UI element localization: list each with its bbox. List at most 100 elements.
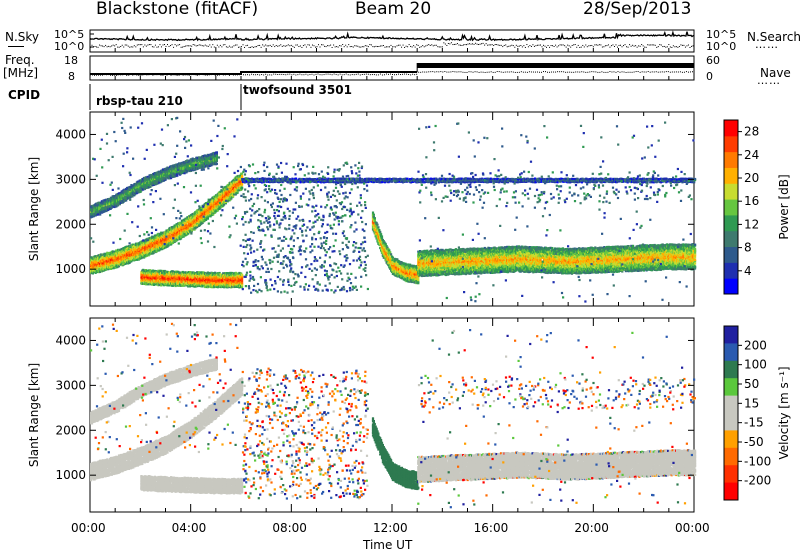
nave-point bbox=[609, 71, 611, 73]
nave-point bbox=[635, 71, 637, 73]
nsearch-point bbox=[532, 44, 534, 46]
nsearch-point bbox=[653, 44, 655, 46]
scatter-cell bbox=[107, 202, 110, 205]
nave-point bbox=[460, 71, 462, 73]
scatter-cell bbox=[202, 208, 205, 212]
nsearch-point bbox=[462, 44, 464, 46]
nsearch-point bbox=[129, 46, 131, 48]
nsearch-point bbox=[213, 46, 215, 48]
nsearch-point bbox=[659, 44, 661, 46]
nave-point bbox=[184, 74, 186, 76]
band-low-enh bbox=[140, 268, 244, 289]
nsearch-point bbox=[422, 45, 424, 47]
nsearch-point bbox=[308, 44, 310, 46]
nave-point bbox=[530, 71, 532, 73]
scatter-cell bbox=[161, 282, 165, 286]
freq-trace bbox=[90, 71, 418, 75]
nave-point bbox=[470, 71, 472, 73]
scatter-cell bbox=[232, 187, 235, 190]
nave-point bbox=[406, 73, 408, 75]
scatter-cell bbox=[147, 179, 150, 182]
nsearch-point bbox=[683, 44, 685, 46]
nave-point bbox=[106, 74, 108, 76]
nave-point bbox=[532, 71, 534, 73]
nave-point bbox=[625, 71, 627, 73]
scatter-cell bbox=[90, 268, 93, 271]
nsearch-point bbox=[304, 44, 306, 46]
nsearch-point bbox=[586, 46, 588, 48]
nsearch-point bbox=[260, 46, 262, 48]
nsearch-point bbox=[357, 45, 359, 47]
nsearch-legend-dots: …… bbox=[755, 38, 779, 51]
nave-point bbox=[325, 73, 327, 75]
nsearch-point bbox=[147, 44, 149, 46]
nave-point bbox=[168, 74, 170, 76]
nave-point bbox=[313, 74, 315, 76]
nave-point bbox=[400, 74, 402, 76]
scatter-cell bbox=[208, 203, 211, 206]
nsearch-point bbox=[432, 45, 434, 47]
nave-point bbox=[156, 74, 158, 76]
scatter-cell bbox=[241, 273, 244, 276]
scatter-cell bbox=[204, 209, 207, 212]
nsearch-point bbox=[381, 45, 383, 47]
scatter-cell bbox=[109, 255, 112, 259]
nsearch-point bbox=[186, 45, 188, 47]
scatter-cell bbox=[376, 223, 379, 226]
nave-point bbox=[347, 74, 349, 76]
nave-point bbox=[627, 71, 629, 73]
scatter-cell bbox=[185, 161, 188, 164]
nsearch-point bbox=[99, 44, 101, 46]
nsearch-point bbox=[497, 44, 499, 46]
scatter-cell bbox=[204, 285, 207, 289]
nave-point bbox=[659, 71, 661, 73]
nave-point bbox=[353, 74, 355, 76]
nsearch-point bbox=[565, 46, 567, 48]
nsearch-point bbox=[314, 46, 316, 48]
nave-point bbox=[255, 74, 257, 76]
nsearch-point bbox=[132, 46, 134, 48]
nsearch-point bbox=[496, 44, 498, 46]
nsearch-point bbox=[388, 46, 390, 48]
nsearch-point bbox=[630, 45, 632, 47]
nsearch-point bbox=[342, 44, 344, 46]
station-title: Blackstone (fitACF) bbox=[96, 0, 258, 19]
nave-point bbox=[657, 71, 659, 73]
scatter-cell bbox=[126, 245, 129, 248]
scatter-cell bbox=[209, 215, 212, 218]
nsearch-point bbox=[479, 43, 481, 45]
nave-point bbox=[480, 71, 482, 73]
nave-point bbox=[279, 73, 281, 75]
nave-point bbox=[591, 71, 593, 73]
nsearch-point bbox=[568, 45, 570, 47]
scatter-cell bbox=[185, 223, 188, 226]
nave-point bbox=[500, 71, 502, 73]
nave-point bbox=[232, 74, 234, 76]
nave-point bbox=[315, 73, 317, 75]
nsearch-point bbox=[216, 44, 218, 46]
scatter-cell bbox=[130, 260, 133, 263]
nave-point bbox=[613, 71, 615, 73]
nave-point bbox=[416, 73, 418, 75]
scatter-cell bbox=[199, 281, 202, 284]
scatter-cell bbox=[170, 240, 174, 243]
nsearch-point bbox=[176, 45, 178, 47]
nsearch-point bbox=[530, 45, 532, 47]
nave-point bbox=[456, 71, 458, 73]
scatter-cell bbox=[215, 155, 218, 158]
nsearch-point bbox=[417, 44, 419, 46]
nsearch-point bbox=[405, 45, 407, 47]
nsearch-point bbox=[527, 46, 529, 48]
nsearch-point bbox=[367, 46, 369, 48]
nave-point bbox=[154, 74, 156, 76]
nsearch-point bbox=[438, 46, 440, 48]
scatter-cell bbox=[219, 190, 222, 193]
nsearch-point bbox=[351, 45, 353, 47]
nsearch-point bbox=[177, 44, 179, 46]
nave-point bbox=[238, 74, 240, 76]
nave-point bbox=[174, 74, 176, 76]
nsearch-point bbox=[559, 44, 561, 46]
scatter-cell bbox=[117, 198, 121, 201]
nave-point bbox=[303, 74, 305, 76]
nsearch-point bbox=[491, 44, 493, 46]
